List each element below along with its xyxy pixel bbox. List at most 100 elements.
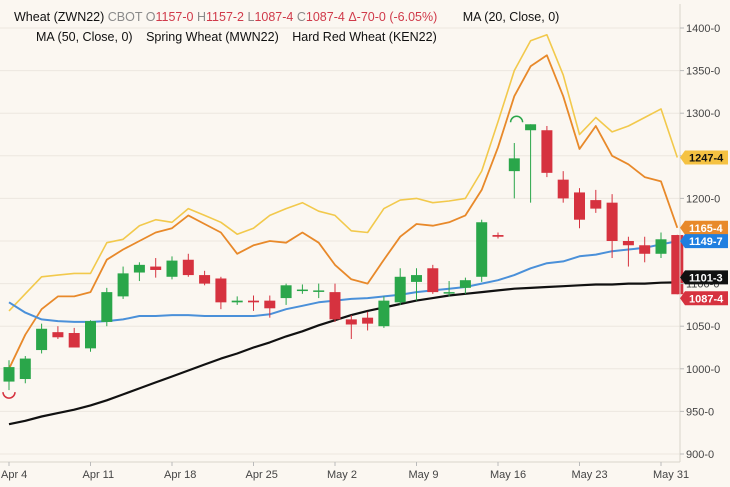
- candle-body: [508, 158, 520, 172]
- legend-high-value: 1157-2: [206, 10, 245, 24]
- candle-body: [492, 235, 504, 237]
- candle-body: [362, 317, 374, 324]
- candle: [101, 287, 113, 327]
- candle-body: [459, 280, 471, 288]
- candle-body: [101, 292, 113, 322]
- price-badge-hrw: 1165-4: [680, 220, 728, 235]
- legend-change: Δ-70-0 (-6.05%): [348, 10, 438, 24]
- y-tick-label: 1300-0: [686, 108, 720, 120]
- candle-body: [36, 328, 48, 351]
- candle: [476, 219, 488, 282]
- candle: [3, 360, 15, 391]
- grid-lines: [0, 27, 680, 455]
- candle-body: [411, 275, 422, 282]
- candle: [85, 320, 96, 352]
- price-badge-bg: [680, 220, 728, 235]
- legend-ma50[interactable]: MA (50, Close, 0): [36, 30, 133, 44]
- y-tick-label: 900-0: [686, 449, 714, 461]
- legend-low-value: 1087-4: [254, 10, 294, 24]
- x-tick-label: Apr 4: [1, 469, 27, 481]
- candle-body: [19, 358, 31, 380]
- candle-body: [313, 290, 325, 292]
- legend-symbol[interactable]: Wheat (ZWN22): [14, 10, 105, 24]
- candle: [280, 283, 292, 305]
- legend-spring-wheat[interactable]: Spring Wheat (MWN22): [146, 30, 279, 44]
- candle-body: [248, 300, 259, 303]
- candle-body: [280, 285, 292, 299]
- x-tick-label: May 9: [409, 469, 439, 481]
- x-tick-label: May 16: [490, 469, 526, 481]
- price-badge-label: 1149-7: [689, 236, 723, 248]
- candle: [378, 296, 390, 328]
- y-tick-label: 950-0: [686, 406, 714, 418]
- candle: [52, 326, 64, 339]
- candle: [557, 171, 569, 203]
- candle-body: [476, 222, 488, 277]
- candle: [508, 143, 520, 199]
- candle-body: [541, 130, 553, 173]
- x-axis: Apr 4 Apr 11 Apr 18 Apr 25 May 2 May 9 May 16 M…: [0, 461, 689, 481]
- candle: [622, 236, 634, 267]
- candle: [492, 232, 504, 239]
- legend-close-label: C: [296, 10, 306, 24]
- candle: [264, 295, 276, 318]
- candle: [671, 234, 684, 295]
- x-tick-label: May 31: [653, 469, 689, 481]
- candle-body: [117, 273, 129, 297]
- candle: [182, 253, 194, 277]
- candle-body: [671, 235, 684, 295]
- price-badge-spring: 1247-4: [680, 150, 728, 165]
- x-tick-label: Apr 25: [246, 469, 278, 481]
- price-badge-ma50: 1101-3: [680, 270, 728, 285]
- candle-body: [133, 264, 145, 273]
- candle: [459, 277, 471, 294]
- legend-open-label: O: [145, 10, 156, 24]
- candle-body: [574, 192, 585, 220]
- legend-row-1: Wheat (ZWN22) CBOT O1157-0 H1157-2 L1087…: [14, 10, 559, 24]
- candle-body: [329, 292, 341, 320]
- candle: [133, 262, 145, 282]
- price-badge-bg: [680, 150, 728, 165]
- candle: [150, 258, 162, 278]
- candle: [345, 315, 357, 339]
- candle: [19, 356, 31, 384]
- candle: [606, 194, 618, 259]
- price-badge-label: 1165-4: [689, 223, 724, 235]
- candle-body: [264, 300, 276, 309]
- candle-body: [345, 319, 357, 325]
- candle: [248, 295, 259, 311]
- price-badge-last: 1087-4: [680, 291, 728, 306]
- y-tick-label: 1400-0: [686, 23, 720, 35]
- candle: [574, 188, 585, 229]
- period-high-marker: [509, 115, 524, 123]
- candle-body: [378, 300, 390, 327]
- candle-body: [427, 268, 439, 293]
- y-tick-label: 1200-0: [686, 193, 720, 205]
- x-tick-label: May 23: [572, 469, 608, 481]
- legend-open-value: 1157-0: [155, 10, 194, 24]
- price-badge-bg: [680, 234, 728, 249]
- candle-body: [525, 124, 537, 131]
- y-tick-label: 1350-0: [686, 66, 720, 78]
- legend-ma20[interactable]: MA (20, Close, 0): [462, 10, 560, 24]
- candle-body: [166, 260, 178, 277]
- candle: [215, 276, 227, 310]
- candle: [394, 268, 406, 305]
- price-badge-ma20: 1149-7: [680, 234, 728, 249]
- candle: [427, 264, 439, 294]
- legend-high-label: H: [196, 10, 207, 24]
- candle-body: [182, 259, 194, 276]
- y-tick-label: 1000-0: [686, 364, 720, 376]
- legend-hard-red-wheat[interactable]: Hard Red Wheat (KEN22): [292, 30, 437, 44]
- y-tick-label: 1050-0: [686, 321, 720, 333]
- price-badge-label: 1087-4: [689, 293, 724, 305]
- candle-body: [296, 289, 308, 292]
- candle: [231, 296, 243, 305]
- legend-low-label: L: [247, 10, 255, 24]
- candle-body: [639, 245, 651, 254]
- price-badge-label: 1247-4: [689, 153, 724, 165]
- price-badge-bg: [680, 291, 728, 306]
- overlay-series: [8, 33, 679, 426]
